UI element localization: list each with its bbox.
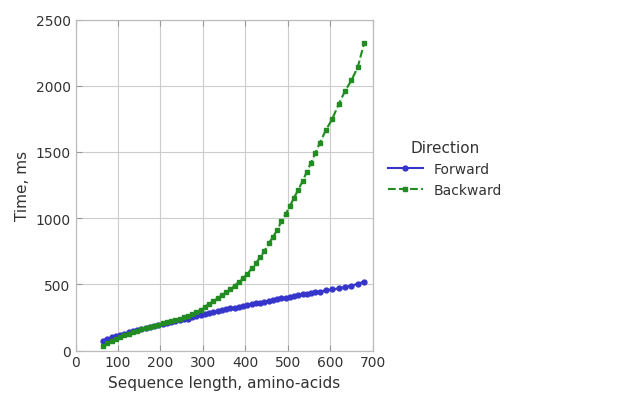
Forward	[125, 330, 132, 335]
Backward	[278, 220, 285, 224]
Line: Forward: Forward	[100, 279, 367, 343]
Y-axis label: Time, ms: Time, ms	[15, 151, 30, 221]
Backward	[108, 339, 115, 343]
Forward	[163, 321, 171, 326]
Line: Backward: Backward	[100, 42, 367, 349]
Backward	[360, 42, 368, 47]
Forward	[138, 327, 145, 332]
Backward	[138, 327, 145, 332]
Backward	[163, 320, 171, 325]
Forward	[99, 339, 107, 343]
Backward	[125, 331, 132, 336]
Forward	[278, 296, 285, 301]
Backward	[227, 287, 234, 292]
X-axis label: Sequence length, amino-acids: Sequence length, amino-acids	[108, 375, 340, 390]
Legend: Forward, Backward: Forward, Backward	[383, 135, 508, 203]
Forward	[227, 306, 234, 311]
Forward	[108, 335, 115, 340]
Forward	[360, 279, 368, 284]
Backward	[99, 344, 107, 349]
